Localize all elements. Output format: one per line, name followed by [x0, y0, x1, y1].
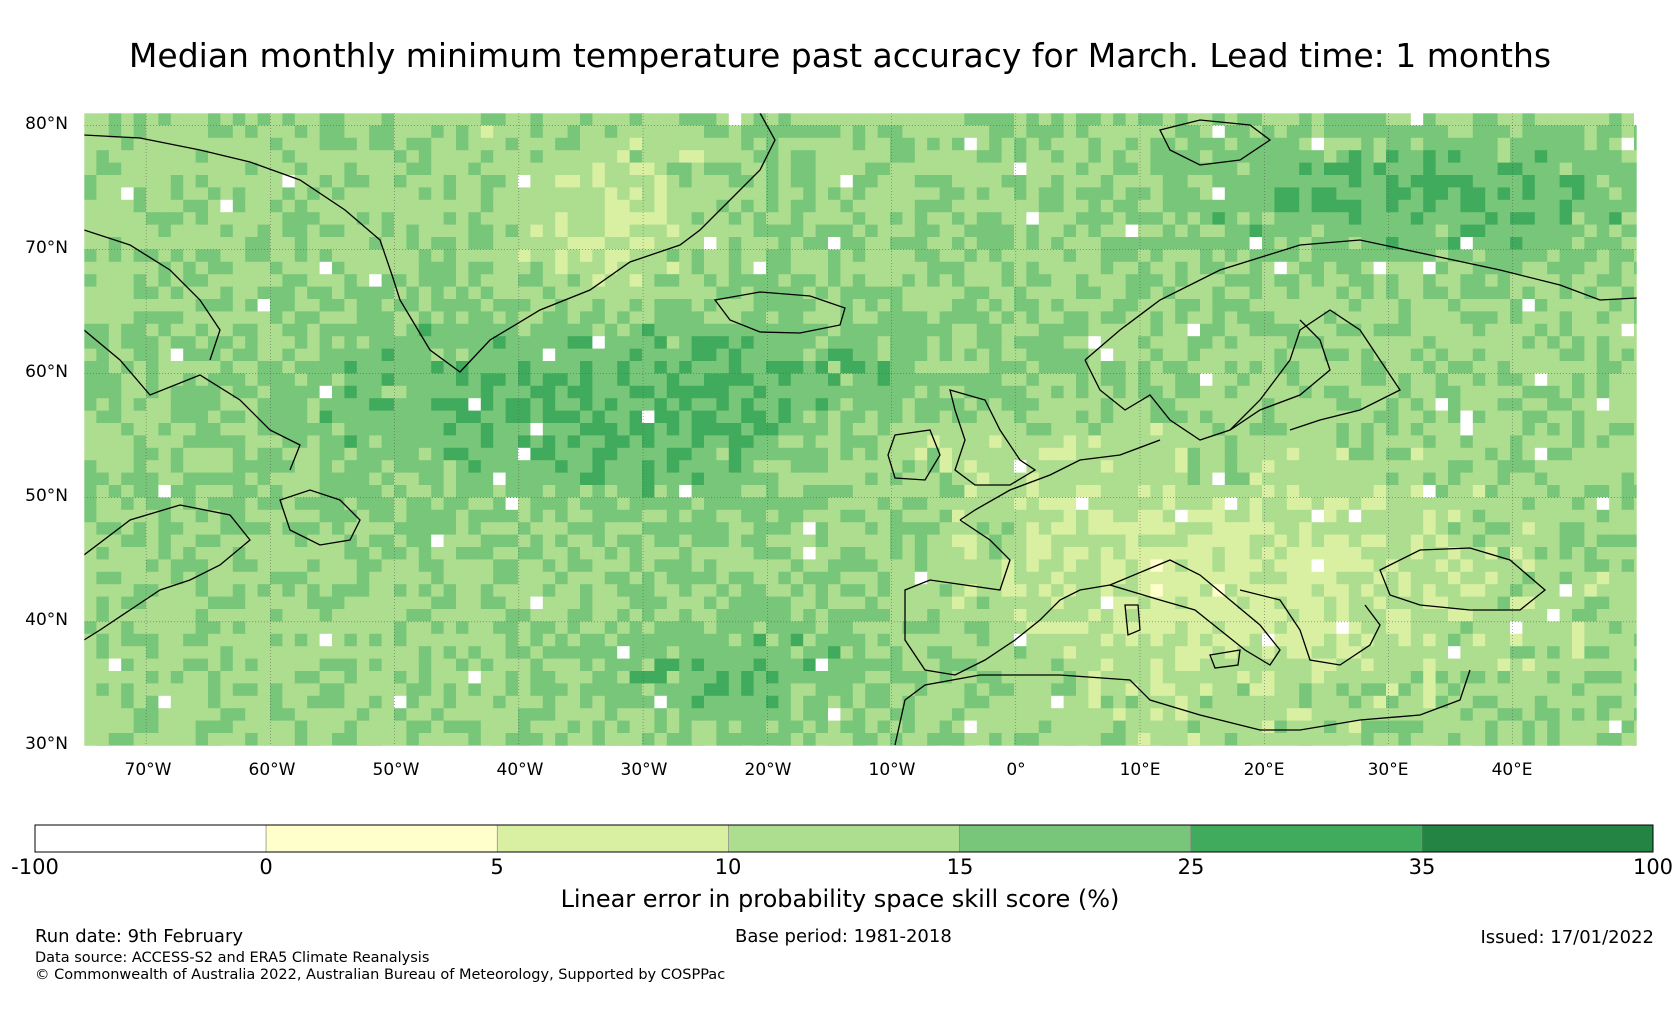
- map-frame: [83, 112, 1638, 747]
- base-period: Base period: 1981-2018: [735, 926, 952, 947]
- norway-south-coast: [1084, 319, 1331, 441]
- colorbar-tick-25: 25: [1177, 855, 1205, 879]
- greenland-coast: [84, 113, 776, 373]
- colorbar-label: Linear error in probability space skill …: [560, 885, 1120, 913]
- baffin-coast: [84, 229, 221, 361]
- newfoundland-coast: [279, 489, 361, 546]
- lon-label-20w: 20°W: [744, 760, 792, 780]
- na-east-coast: [84, 504, 251, 641]
- black-sea-coast: [1379, 547, 1547, 611]
- baltic-coast: [1229, 309, 1401, 431]
- lat-label-70n: 70°N: [25, 238, 68, 258]
- lon-label-30e: 30°E: [1367, 760, 1409, 780]
- colorbar-tick-10: 10: [714, 855, 742, 879]
- scandinavia-coast: [1084, 239, 1637, 361]
- labrador-coast: [84, 329, 301, 471]
- lat-label-80n: 80°N: [25, 114, 68, 134]
- italy-coast: [1108, 559, 1281, 666]
- svalbard-coast: [1159, 119, 1272, 166]
- sardinia-coast: [1124, 604, 1141, 636]
- colorbar-segment: [496, 824, 729, 853]
- colorbar-tick-15: 15: [946, 855, 974, 879]
- colorbar-tick-35: 35: [1408, 855, 1436, 879]
- colorbar-tick-100: 100: [1632, 855, 1674, 879]
- colorbar-segment: [959, 824, 1191, 853]
- lon-label-40e: 40°E: [1491, 760, 1533, 780]
- data-source: Data source: ACCESS-S2 and ERA5 Climate …: [35, 950, 430, 966]
- lat-label-50n: 50°N: [25, 486, 68, 506]
- lon-label-70w: 70°W: [124, 760, 172, 780]
- colorbar-tick-0: 0: [259, 855, 273, 879]
- skill-grid: [84, 113, 1637, 746]
- sicily-coast: [1209, 649, 1241, 669]
- colorbar-segment: [1190, 824, 1423, 853]
- chart-title: Median monthly minimum temperature past …: [128, 36, 1552, 75]
- lon-label-40w: 40°W: [496, 760, 544, 780]
- lon-label-10e: 10°E: [1119, 760, 1161, 780]
- iceland-coast: [713, 291, 846, 334]
- lon-label-60w: 60°W: [248, 760, 296, 780]
- lat-label-40n: 40°N: [25, 610, 68, 630]
- lon-label-20e: 20°E: [1243, 760, 1285, 780]
- lon-label-30w: 30°W: [620, 760, 668, 780]
- run-date: Run date: 9th February: [35, 926, 244, 947]
- africa-north-coast: [894, 669, 1471, 746]
- lat-label-30n: 30°N: [25, 734, 68, 754]
- colorbar-segment: [1421, 824, 1654, 853]
- lon-label-50w: 50°W: [372, 760, 420, 780]
- colorbar-segment: [34, 824, 267, 853]
- europe-north-coast: [959, 439, 1161, 521]
- lon-label-0: 0°: [1006, 760, 1026, 780]
- colorbar-segment: [265, 824, 498, 853]
- colorbar-outline: [34, 824, 1654, 853]
- gridlines: [84, 113, 1637, 746]
- colorbar-tick-5: 5: [490, 855, 504, 879]
- colorbar-segment: [728, 824, 960, 853]
- coastlines: [84, 113, 1637, 746]
- issued-date: Issued: 17/01/2022: [1480, 927, 1654, 948]
- balkans-coast: [1239, 589, 1381, 666]
- ireland-coast: [887, 429, 941, 481]
- lat-label-60n: 60°N: [25, 362, 68, 382]
- iberia-coast: [904, 519, 1111, 676]
- colorbar-tick-minus100: -100: [11, 855, 59, 879]
- lon-label-10w: 10°W: [868, 760, 916, 780]
- copyright: © Commonwealth of Australia 2022, Austra…: [35, 967, 726, 983]
- britain-coast: [949, 389, 1037, 486]
